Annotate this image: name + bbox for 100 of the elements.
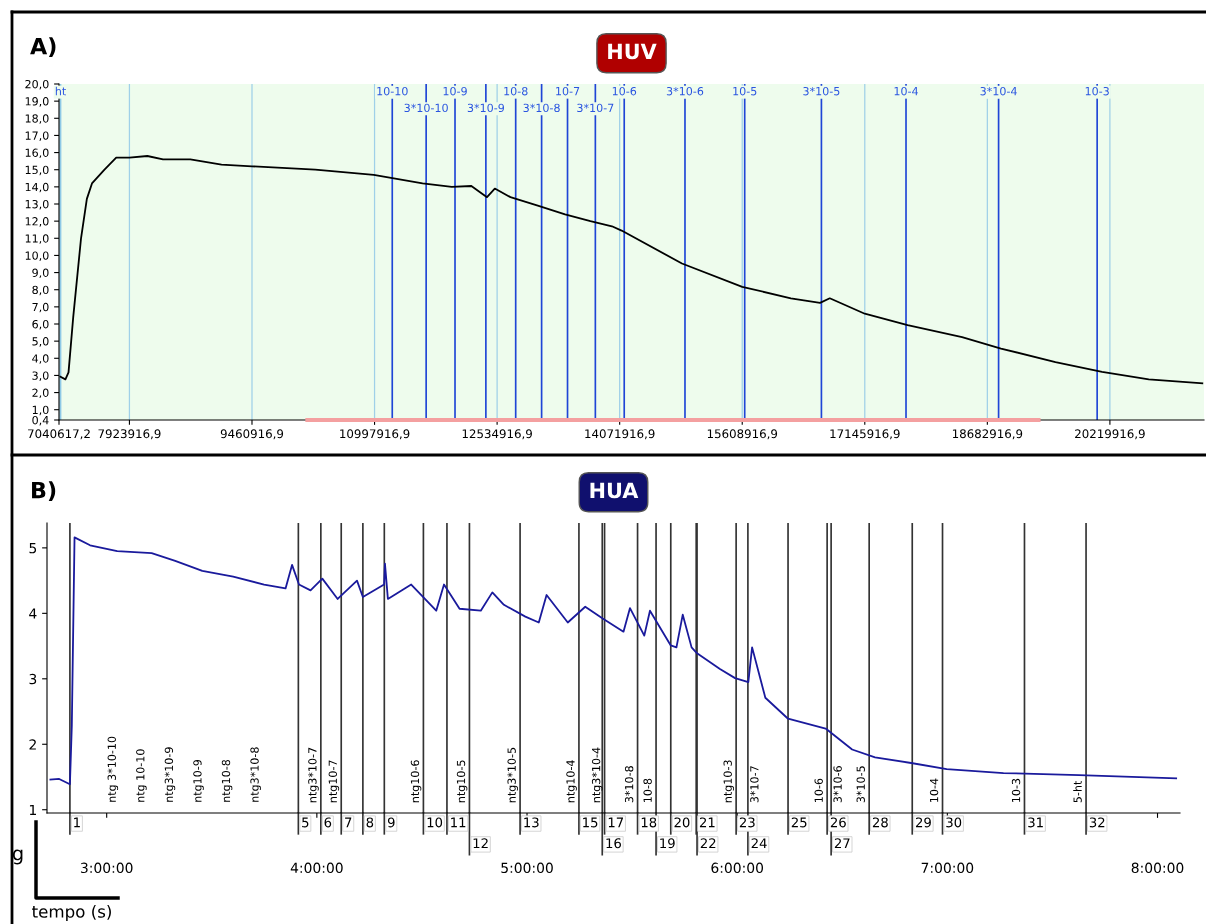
x-tick-label: 6:00:00	[711, 862, 764, 874]
annotation: 10-8	[504, 86, 528, 96]
y-tick-label: 3,0	[32, 371, 49, 381]
annotation: 27	[834, 838, 850, 849]
y-tick-label: 4,0	[32, 354, 49, 364]
annotation: ntg10-8	[221, 759, 233, 802]
y-tick-label: 10,0	[25, 251, 49, 261]
annotation: 7	[345, 817, 352, 828]
y-tick-label: 18,0	[25, 114, 49, 124]
y-tick-label: 3	[29, 673, 37, 685]
y-tick-label: 6,0	[32, 319, 49, 330]
y-tick-label: 20,0	[25, 79, 49, 90]
y-tick-label: 19,0	[25, 97, 49, 107]
y-tick-label: 14,0	[25, 182, 49, 193]
annotation: ntg10-3	[723, 760, 735, 803]
x-tick-label: 7040617,2	[28, 429, 90, 440]
annotation: 3*10-4	[980, 86, 1017, 96]
annotation: 10-6	[612, 86, 637, 96]
y-tick-label: 2	[29, 739, 36, 750]
y-tick-label: 13,0	[25, 199, 49, 210]
text: A)	[30, 37, 56, 58]
annotation: 3*10-5	[803, 86, 840, 96]
y-tick-label: 2,0	[32, 388, 49, 399]
y-tick-label: 17,0	[25, 131, 49, 141]
annotation: ntg 10-10	[136, 749, 147, 802]
x-tick-label: 17145916,9	[830, 429, 900, 440]
x-tick-label: 5:00:00	[501, 862, 553, 874]
annotation: 13	[524, 817, 539, 828]
annotation: 10-9	[443, 86, 467, 96]
annotation: 18	[641, 817, 657, 828]
y-tick-label: 16,0	[25, 148, 49, 159]
annotation: 20	[674, 817, 690, 828]
y-tick-label: 15,0	[25, 165, 49, 176]
y-tick-label: 5	[29, 543, 37, 554]
annotation: 15	[583, 817, 598, 828]
annotation: 10-4	[894, 86, 918, 96]
annotation: 10-3	[1085, 86, 1109, 96]
x-tick-label: 9460916,9	[220, 429, 284, 440]
annotation: 11	[451, 817, 466, 828]
annotation: 21	[699, 817, 715, 828]
annotation: ntg3*10-9	[164, 747, 176, 802]
annotation: 3*10-7	[750, 766, 759, 803]
annotation: 17	[608, 817, 624, 828]
y-tick-label: 8,0	[32, 285, 49, 296]
y-tick-label: 9,0	[32, 268, 49, 279]
annotation: 10-3	[1011, 778, 1021, 802]
annotation: ntg3*10-4	[591, 747, 603, 803]
y-tick-label: 5,0	[32, 337, 49, 347]
annotation: 9	[387, 817, 395, 828]
annotation: 1	[74, 817, 80, 828]
annotation: ntg 3*10-10	[107, 736, 119, 802]
x-tick-label: 7:00:00	[921, 862, 974, 874]
annotation: ntg3*10-5	[507, 747, 518, 803]
annotation: 28	[872, 817, 888, 828]
annotation: ntg3*10-8	[250, 747, 261, 802]
annotation: ntg10-5	[456, 760, 468, 803]
annotation: 22	[700, 838, 716, 849]
annotation: 10-8	[643, 778, 652, 802]
y-tick-label: 11,0	[25, 234, 49, 244]
annotation: ntg10-4	[566, 760, 577, 803]
annotation: 10	[427, 817, 443, 828]
x-tick-label: 15608916,9	[707, 429, 778, 440]
annotation: 3*10-5	[856, 766, 865, 803]
annotation: 25	[791, 817, 807, 828]
annotation: 3*10-9	[467, 103, 505, 113]
chart-title: HUA	[590, 482, 639, 499]
y-tick-label: 12,0	[25, 217, 49, 227]
annotation: ntg10-6	[410, 760, 422, 803]
annotation: ht	[55, 86, 66, 96]
annotation: 5	[302, 817, 309, 828]
x-tick-label: 14071916,9	[585, 429, 655, 440]
text: tempo (s)	[32, 904, 111, 922]
x-tick-label: 3:00:00	[80, 862, 133, 874]
annotation: ntg10-7	[328, 760, 340, 803]
annotation: 16	[606, 838, 621, 849]
annotation: 24	[751, 838, 767, 849]
annotation: 32	[1089, 817, 1105, 828]
x-tick-label: 12534916,9	[462, 429, 532, 440]
annotation: 6	[324, 817, 332, 828]
annotation: 10-7	[556, 86, 580, 96]
annotation: 12	[473, 838, 488, 849]
annotation: 29	[915, 817, 931, 828]
annotation: 23	[739, 817, 755, 828]
y-tick-label: 1,0	[32, 405, 49, 416]
y-tick-label: 0,4	[32, 415, 49, 426]
x-tick-label: 7923916,9	[98, 429, 161, 440]
x-tick-label: 20219916,9	[1075, 429, 1145, 440]
annotation: 10-10	[377, 86, 408, 96]
annotation: 3*10-8	[523, 103, 560, 113]
annotation: 30	[946, 817, 962, 828]
annotation: ntg10-9	[193, 759, 204, 802]
annotation: 3*10-6	[833, 766, 842, 803]
x-tick-label: 4:00:00	[290, 862, 343, 874]
x-tick-label: 10997916,9	[340, 429, 410, 440]
y-tick-label: 1	[29, 804, 36, 815]
annotation: 31	[1028, 817, 1043, 828]
annotation: 10-4	[929, 778, 939, 802]
annotation: 3*10-8	[624, 766, 634, 803]
text: g	[12, 849, 23, 865]
text: B)	[32, 481, 56, 502]
